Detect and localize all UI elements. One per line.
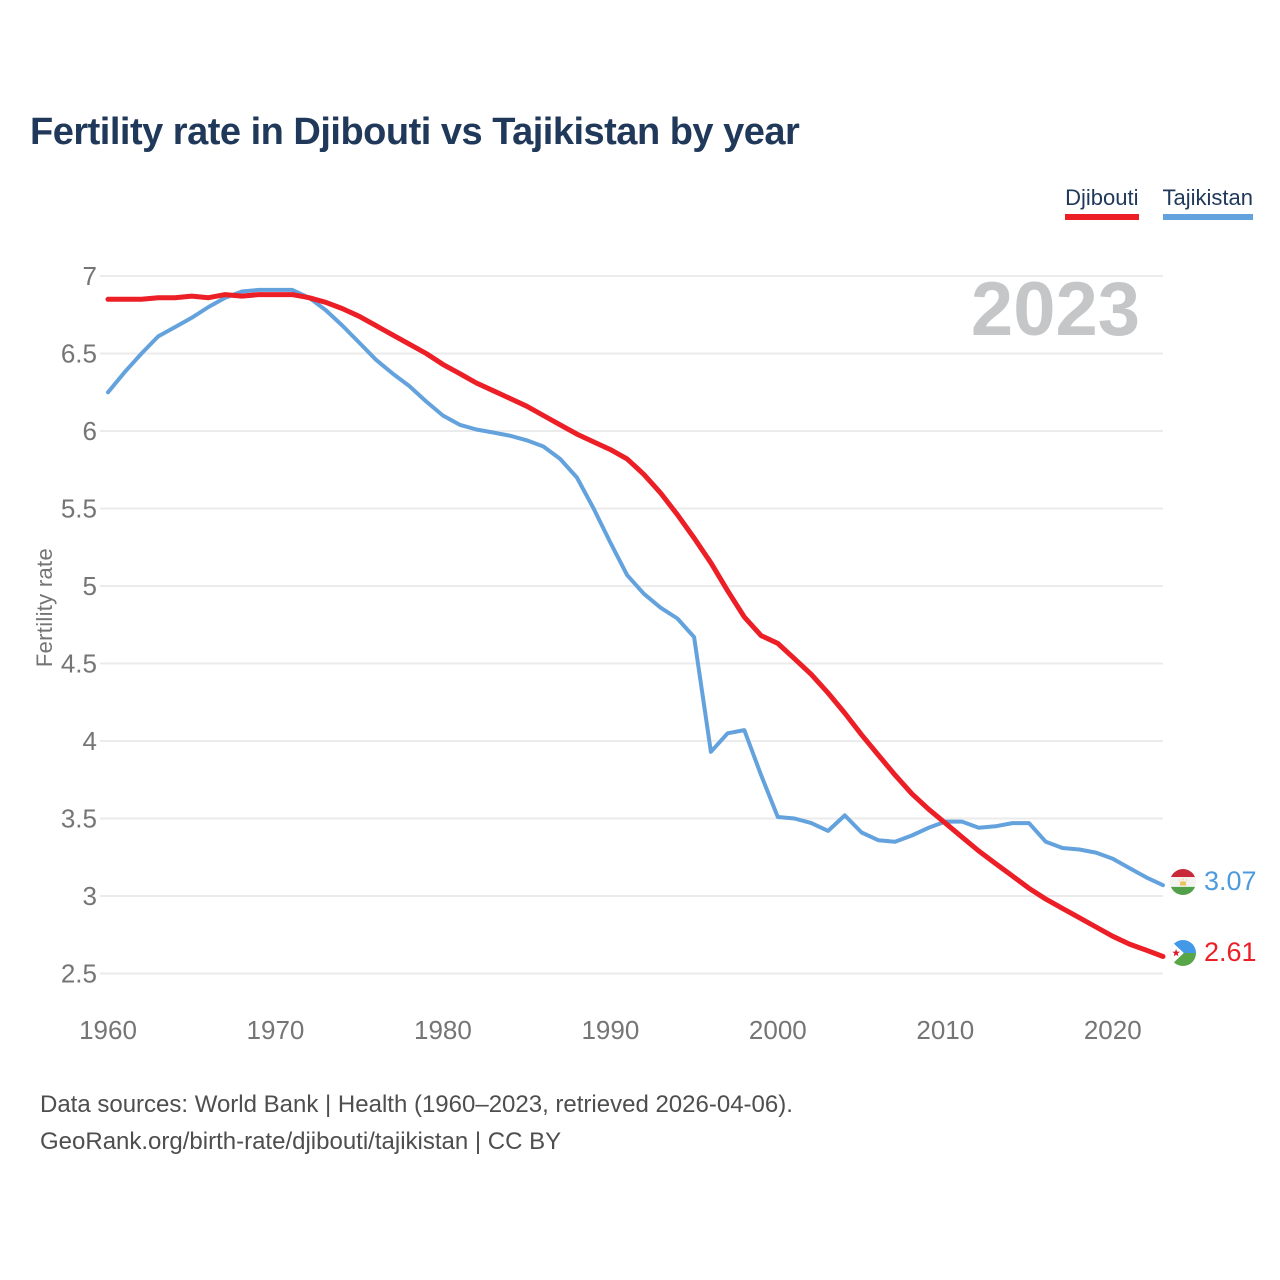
legend-item-tajikistan[interactable]: Tajikistan bbox=[1162, 185, 1253, 221]
end-label-tajikistan: 3.07 bbox=[1170, 868, 1257, 895]
tajikistan-flag-icon bbox=[1170, 868, 1196, 895]
end-label-djibouti: 2.61 bbox=[1170, 939, 1257, 966]
end-value-djibouti: 2.61 bbox=[1204, 937, 1257, 967]
watermark-year: 2023 bbox=[970, 267, 1140, 352]
svg-text:2000: 2000 bbox=[749, 1015, 807, 1045]
svg-text:4.5: 4.5 bbox=[61, 649, 97, 679]
svg-text:7: 7 bbox=[83, 261, 97, 291]
plot-area: 7 6.5 6 5.5 5 4.5 4 3.5 3 2.5 1960 1970 1980 1990 2000… bbox=[61, 261, 1166, 1045]
legend-item-djibouti[interactable]: Djibouti bbox=[1065, 185, 1139, 221]
svg-text:2.5: 2.5 bbox=[61, 959, 97, 989]
svg-text:1990: 1990 bbox=[581, 1015, 639, 1045]
svg-text:4: 4 bbox=[83, 726, 97, 756]
svg-text:1980: 1980 bbox=[414, 1015, 472, 1045]
svg-text:5.5: 5.5 bbox=[61, 494, 97, 524]
svg-text:5: 5 bbox=[83, 571, 97, 601]
svg-text:1970: 1970 bbox=[247, 1015, 305, 1045]
svg-text:2020: 2020 bbox=[1084, 1015, 1142, 1045]
svg-text:1960: 1960 bbox=[79, 1015, 137, 1045]
footer-source-line: Data sources: World Bank | Health (1960–… bbox=[40, 1091, 793, 1118]
svg-text:6.5: 6.5 bbox=[61, 339, 97, 369]
svg-text:6: 6 bbox=[83, 416, 97, 446]
footer: Data sources: World Bank | Health (1960–… bbox=[40, 1086, 793, 1160]
djibouti-flag-icon bbox=[1170, 939, 1196, 966]
svg-text:3: 3 bbox=[83, 881, 97, 911]
end-value-tajikistan: 3.07 bbox=[1204, 866, 1257, 896]
page-title: Fertility rate in Djibouti vs Tajikistan… bbox=[30, 111, 800, 153]
footer-attribution-link[interactable]: GeoRank.org/birth-rate/djibouti/tajikist… bbox=[40, 1128, 562, 1155]
svg-text:2010: 2010 bbox=[916, 1015, 974, 1045]
legend: Djibouti Tajikistan bbox=[1065, 185, 1253, 221]
svg-text:3.5: 3.5 bbox=[61, 804, 97, 834]
